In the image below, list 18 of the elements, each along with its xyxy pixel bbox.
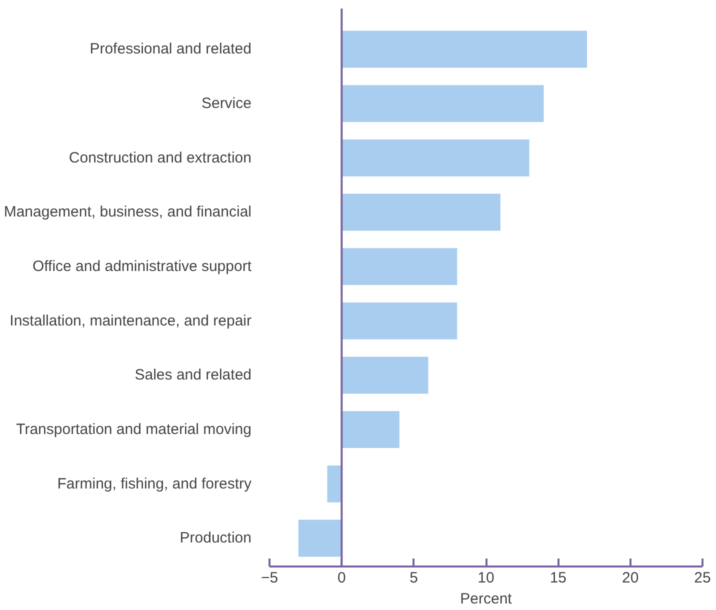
x-tick-label: 0 bbox=[337, 570, 346, 586]
y-tick-label: Farming, fishing, and forestry bbox=[57, 475, 252, 492]
y-tick-label: Transportation and material moving bbox=[16, 421, 252, 438]
y-tick-label: Office and administrative support bbox=[32, 258, 252, 276]
y-tick-label: Service bbox=[201, 95, 252, 112]
y-tick-label: Management, business, and financial bbox=[4, 204, 252, 221]
x-tick-label: 15 bbox=[550, 570, 567, 586]
x-axis-title: Percent bbox=[460, 590, 513, 608]
x-tick-label: 10 bbox=[478, 570, 494, 586]
text: −5 bbox=[260, 570, 278, 586]
y-tick-label: Professional and related bbox=[90, 40, 252, 58]
y-tick-label: Sales and related bbox=[134, 366, 252, 384]
x-tick-label: 20 bbox=[622, 570, 639, 586]
x-tick-label: 5 bbox=[410, 570, 418, 586]
y-tick-label: Production bbox=[180, 530, 252, 547]
y-tick-label: Construction and extraction bbox=[68, 149, 252, 166]
y-tick-label: Installation, maintenance, and repair bbox=[10, 312, 252, 330]
x-tick-label: 25 bbox=[694, 570, 711, 586]
